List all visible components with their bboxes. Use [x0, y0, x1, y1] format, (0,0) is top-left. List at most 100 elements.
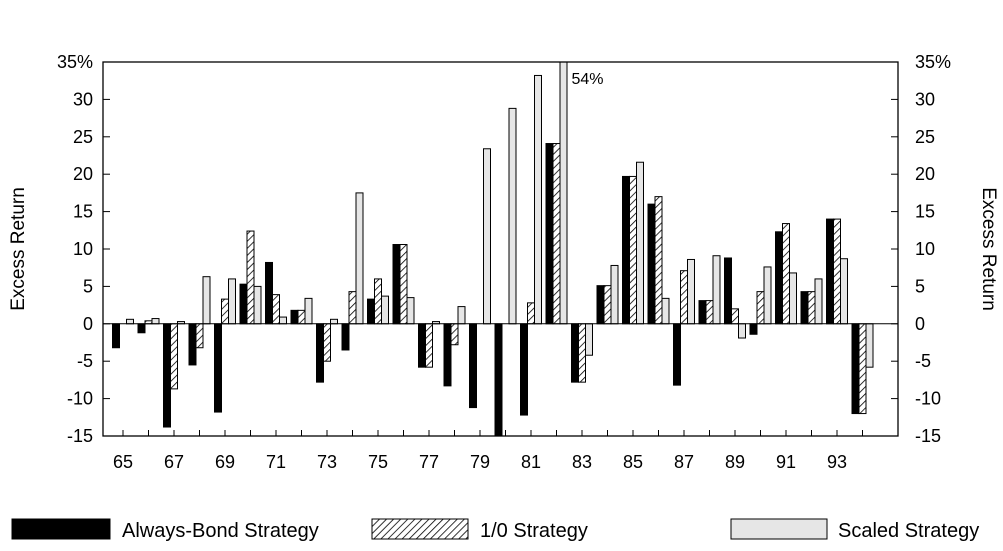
y-tick-label-right: -5 — [915, 351, 931, 371]
bar-hatched-87 — [680, 270, 688, 325]
bar-solid-94 — [851, 323, 860, 415]
bar-hatched-78 — [450, 323, 459, 346]
bar-solid-84 — [596, 285, 605, 325]
bar-light-79 — [483, 148, 491, 325]
y-axis-title-right: Excess Return — [978, 187, 999, 311]
x-tick-label: 67 — [164, 452, 184, 472]
bar-hatched-69 — [221, 298, 229, 325]
bar-solid-68 — [188, 323, 197, 366]
bar-solid-85 — [622, 175, 630, 325]
y-tick-label-right: 35% — [915, 52, 951, 72]
bar-hatched-89 — [731, 308, 739, 325]
y-tick-label-right: 30 — [915, 89, 935, 109]
bar-hatched-74 — [348, 291, 357, 325]
bar-solid-81 — [520, 323, 528, 416]
y-tick-label-left: 25 — [73, 127, 93, 147]
y-tick-label-left: 15 — [73, 202, 93, 222]
bar-solid-75 — [367, 298, 375, 325]
y-tick-label-left: 0 — [83, 314, 93, 334]
bar-light-65 — [126, 318, 134, 325]
y-tick-label-left: -15 — [67, 426, 93, 446]
annotation-clipped-value: 54% — [572, 71, 604, 88]
bar-light-94 — [865, 323, 874, 368]
x-tick-label: 77 — [419, 452, 439, 472]
bar-solid-80 — [494, 323, 503, 437]
bars-layer — [112, 61, 874, 437]
y-tick-label-right: -15 — [915, 426, 941, 446]
bar-solid-76 — [392, 244, 401, 325]
bar-light-89 — [738, 323, 746, 339]
bar-hatched-81 — [527, 302, 535, 325]
y-tick-label-left: 30 — [73, 89, 93, 109]
bar-solid-73 — [316, 323, 324, 383]
bar-hatched-90 — [756, 291, 765, 325]
legend-label-one-zero: 1/0 Strategy — [480, 520, 588, 542]
bar-light-85 — [636, 161, 644, 325]
bar-light-76 — [406, 297, 415, 325]
bar-light-73 — [330, 318, 338, 325]
y-tick-label-left: -10 — [67, 389, 93, 409]
bar-solid-70 — [239, 283, 248, 325]
x-tick-label: 65 — [113, 452, 133, 472]
bar-solid-66 — [137, 323, 146, 334]
bar-light-93 — [840, 258, 848, 325]
bar-solid-67 — [163, 323, 171, 428]
bar-solid-90 — [749, 323, 758, 335]
bar-solid-77 — [418, 323, 426, 368]
series-hatched — [144, 143, 867, 415]
bar-solid-83 — [571, 323, 579, 383]
bar-light-84 — [610, 264, 619, 325]
bar-hatched-76 — [399, 244, 408, 325]
x-tick-label: 89 — [725, 452, 745, 472]
bar-light-88 — [712, 255, 721, 325]
bar-hatched-88 — [705, 300, 714, 325]
y-tick-label-right: -10 — [915, 389, 941, 409]
x-tick-label: 91 — [776, 452, 796, 472]
y-tick-label-left: 5 — [83, 276, 93, 296]
y-tick-label-right: 20 — [915, 164, 935, 184]
x-tick-label: 83 — [572, 452, 592, 472]
legend-swatch-always-bond — [11, 518, 111, 540]
bar-hatched-84 — [603, 285, 612, 325]
bar-solid-69 — [214, 323, 222, 413]
bar-solid-65 — [112, 323, 120, 349]
bar-light-71 — [279, 316, 287, 325]
x-tick-label: 75 — [368, 452, 388, 472]
bar-light-92 — [814, 278, 823, 325]
bar-light-87 — [687, 258, 695, 325]
axis-ticks: -15 -15 -10 -10 -5 -5 0 0 5 5 10 10 15 15 20 20 25 25 30 30… — [57, 52, 951, 472]
series-light — [126, 61, 874, 368]
bar-light-68 — [202, 276, 211, 325]
y-tick-label-right: 25 — [915, 127, 935, 147]
bar-light-91 — [789, 272, 797, 325]
y-tick-label-left: -5 — [77, 351, 93, 371]
legend: Always-Bond Strategy 1/0 Strategy Scaled… — [11, 518, 979, 542]
x-tick-label: 87 — [674, 452, 694, 472]
y-tick-label-right: 15 — [915, 202, 935, 222]
bar-solid-86 — [647, 203, 656, 325]
bar-solid-93 — [826, 218, 834, 325]
bar-solid-88 — [698, 300, 707, 325]
x-tick-label: 93 — [827, 452, 847, 472]
bar-hatched-72 — [297, 309, 306, 325]
bar-solid-78 — [443, 323, 452, 387]
legend-label-scaled: Scaled Strategy — [838, 520, 979, 542]
x-tick-label: 73 — [317, 452, 337, 472]
x-tick-label: 71 — [266, 452, 286, 472]
bar-light-74 — [355, 192, 364, 325]
bar-solid-89 — [724, 257, 732, 325]
y-tick-label-left: 10 — [73, 239, 93, 259]
bar-hatched-82 — [552, 143, 561, 325]
bar-solid-82 — [545, 143, 554, 325]
bar-solid-79 — [469, 323, 477, 409]
bar-light-86 — [661, 297, 670, 325]
bar-light-78 — [457, 306, 466, 325]
bar-solid-87 — [673, 323, 681, 386]
bar-hatched-86 — [654, 196, 663, 325]
bar-hatched-73 — [323, 323, 331, 362]
bar-hatched-67 — [170, 323, 178, 390]
bar-light-72 — [304, 297, 313, 325]
x-tick-label: 85 — [623, 452, 643, 472]
bar-light-70 — [253, 285, 262, 325]
